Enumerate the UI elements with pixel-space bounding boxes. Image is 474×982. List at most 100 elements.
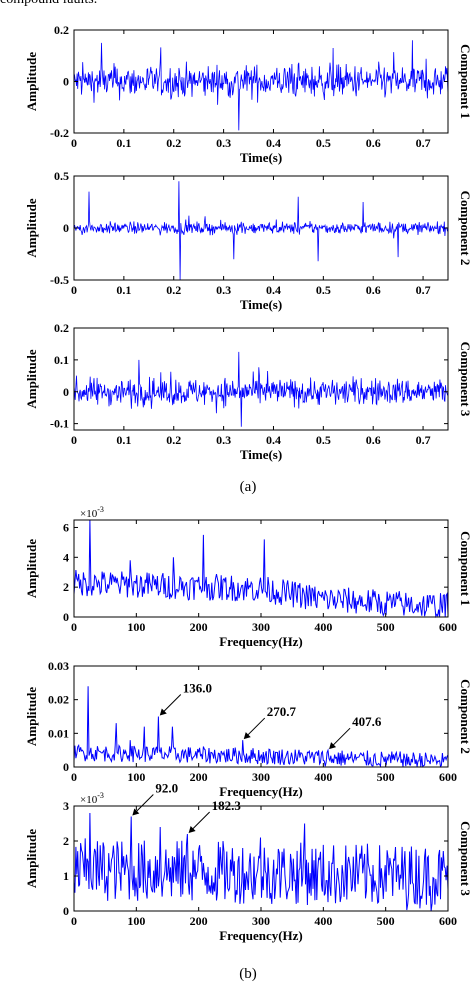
x-tick-label: 0.7 [416,136,431,150]
chart-panel-2: 0 0.1 0.2 0.3 0.4 0.5 0.6 0.7-0.500.5Time(s)Amp… [24,169,473,312]
y-axis-label: Amplitude [24,52,39,111]
x-tick-label: 0.1 [116,136,131,150]
annotation-arrow [133,794,154,814]
x-tick-label: 0.6 [366,283,381,297]
y-tick-label: 0.1 [54,353,69,367]
component-label: Component 1 [458,531,473,606]
y-tick-label: 0 [63,75,69,89]
y-tick-label: 2 [63,834,69,848]
y-tick-label: 6 [63,520,69,534]
x-tick-label: 0.3 [216,433,231,447]
x-tick-label: 100 [127,770,145,784]
x-tick-label: 100 [127,620,145,634]
x-tick-label: 500 [377,914,395,928]
x-tick-label: 0.5 [316,283,331,297]
x-tick-label: 200 [190,770,208,784]
x-tick-label: 200 [190,914,208,928]
y-tick-label: 0.01 [48,726,69,740]
annotation-arrow [190,811,210,832]
y-axis-label: Amplitude [24,198,39,257]
y-tick-label: 0 [63,221,69,235]
x-tick-label: 600 [439,770,457,784]
y-tick-label: 0.2 [54,321,69,335]
annotation-arrow [330,727,351,748]
chart-panel-6: 0 100 200 300 400 500 600 0 1 2 3 Frequency(Hz) Ampl… [24,781,473,944]
annotation-arrowhead [329,742,337,750]
x-axis-label: Time(s) [240,447,282,462]
annotation-label: 270.7 [267,704,297,719]
x-tick-label: 0 [71,136,77,150]
x-tick-label: 100 [127,914,145,928]
chart-panel-4: 0 100 200 300 400 500 600 0 2 4 6 Frequency(Hz) Ampl… [24,505,473,649]
component-label: Component 2 [458,191,473,266]
x-tick-label: 0.2 [166,283,181,297]
component-label: Component 1 [458,44,473,119]
subfigure-label: (b) [239,966,257,982]
x-tick-label: 300 [252,620,270,634]
x-axis-label: Time(s) [240,297,282,312]
x-tick-label: 0.7 [416,283,431,297]
series-line [73,181,449,281]
series-line [73,351,449,427]
y-tick-label: -0.2 [50,126,69,140]
x-tick-label: 0.1 [116,433,131,447]
y-axis-label: Amplitude [24,349,39,408]
annotation-label: 136.0 [183,681,212,696]
y-axis-label: Amplitude [24,829,39,888]
x-tick-label: 400 [314,620,332,634]
annotation-arrowhead [243,732,251,740]
component-label: Component 2 [458,679,473,754]
x-tick-label: 0.5 [316,136,331,150]
x-tick-label: 0 [71,283,77,297]
series-line [73,519,449,619]
x-tick-label: 600 [439,620,457,634]
x-tick-label: 0.7 [416,433,431,447]
y-tick-label: 2 [63,580,69,594]
series-line [73,40,449,131]
x-tick-label: 200 [190,620,208,634]
x-tick-label: 0.3 [216,283,231,297]
annotation-label: 407.6 [352,714,382,729]
axis-multiplier: ×10-3 [80,791,104,806]
x-tick-label: 500 [377,620,395,634]
x-tick-label: 0.6 [366,433,381,447]
chart-panel-5: 0 100 200 300 400 500 600 0 0.01 0.02 0.03 Frequenc… [24,659,473,799]
y-tick-label: 0.03 [48,659,69,673]
annotation-label: 92.0 [155,781,178,796]
x-tick-label: 300 [252,770,270,784]
annotation-arrow [245,717,266,738]
x-tick-label: 0 [71,620,77,634]
y-tick-label: -0.5 [50,273,69,287]
annotation-arrowhead [188,826,196,833]
x-axis-label: Time(s) [240,150,282,165]
component-label: Component 3 [458,342,473,417]
y-tick-label: 4 [63,550,69,564]
y-tick-label: 0.02 [48,693,69,707]
x-tick-label: 400 [314,914,332,928]
annotation-arrowhead [159,708,167,716]
y-tick-label: 0 [63,904,69,918]
header-fragment: compound faults. [0,0,97,8]
x-tick-label: 0 [71,770,77,784]
x-tick-label: 0.2 [166,433,181,447]
x-tick-label: 0 [71,914,77,928]
x-axis-label: Frequency(Hz) [219,784,303,799]
x-tick-label: 0.4 [266,136,281,150]
x-axis-label: Frequency(Hz) [219,634,303,649]
x-tick-label: 0.4 [266,283,281,297]
axis-multiplier: ×10-3 [80,505,104,520]
series-line [73,812,449,911]
y-axis-label: Amplitude [24,687,39,746]
chart-panel-1: 0 0.1 0.2 0.3 0.4 0.5 0.6 0.7-0.200.2Time(s)Amp… [24,23,473,165]
x-tick-label: 0.3 [216,136,231,150]
x-tick-label: 0.5 [316,433,331,447]
plot-frame [73,327,449,431]
annotation-label: 182.3 [212,798,242,813]
x-tick-label: 600 [439,914,457,928]
x-tick-label: 0.1 [116,283,131,297]
x-tick-label: 0.2 [166,136,181,150]
annotation-arrow [161,694,182,714]
y-tick-label: 1 [63,869,69,883]
series-line [73,686,449,768]
